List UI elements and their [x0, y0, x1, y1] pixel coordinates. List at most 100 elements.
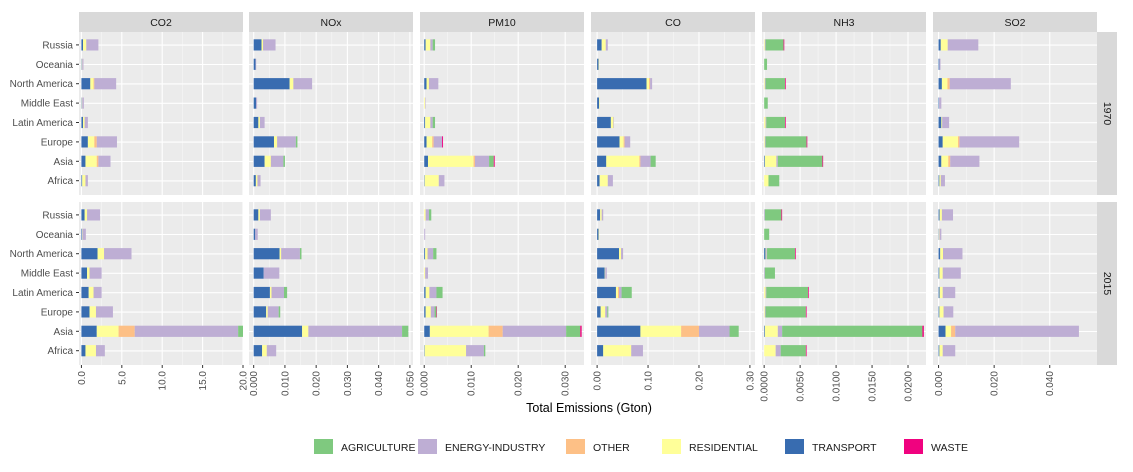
bar-nh3-1970-north-america-agriculture	[765, 78, 786, 90]
bar-nh3-2015-middle-east-energy-industry	[764, 267, 765, 279]
panel-bg-nox-2015	[249, 202, 413, 365]
bar-nh3-2015-africa-waste	[805, 345, 807, 357]
x-tick-label-nox: 0.040	[374, 371, 385, 396]
bar-nox-2015-africa-transport	[253, 345, 263, 357]
bar-nox-2015-oceania-energy-industry	[255, 228, 258, 240]
bar-co2-1970-europe-residential	[87, 136, 95, 148]
bar-nox-1970-asia-energy-industry	[270, 155, 284, 167]
bar-pm10-2015-north-america-residential	[425, 248, 428, 260]
bar-nox-1970-north-america-residential	[289, 78, 294, 90]
bar-so2-1970-asia-other	[948, 155, 951, 167]
bar-co-1970-middle-east-transport	[597, 97, 600, 109]
bar-pm10-1970-africa-residential	[424, 175, 439, 187]
bar-nh3-2015-oceania-agriculture	[764, 228, 770, 240]
bar-so2-1970-europe-energy-industry	[959, 136, 1020, 148]
bar-co-2015-asia-agriculture	[729, 325, 739, 337]
panel-bg-co2-1970	[79, 32, 243, 195]
bar-co-2015-latin-america-energy-industry	[619, 286, 622, 299]
x-tick-label-co: 0.20	[694, 371, 705, 391]
bar-nox-1970-russia-energy-industry	[263, 39, 276, 51]
bar-co-2015-middle-east-energy-industry	[605, 267, 607, 279]
x-tick-label-nh3: 0.0150	[868, 371, 879, 402]
bar-co2-1970-latin-america-transport	[81, 116, 84, 129]
panel-bg-so2-2015	[933, 202, 1097, 365]
bar-co-2015-russia-energy-industry	[601, 209, 604, 221]
bar-co-1970-africa-transport	[597, 175, 600, 187]
bar-nh3-2015-europe-residential	[764, 306, 765, 318]
bar-nox-2015-russia-energy-industry	[259, 209, 271, 221]
bar-nh3-2015-europe-agriculture	[765, 306, 806, 318]
legend-key-waste	[904, 439, 923, 454]
bar-pm10-1970-europe-waste	[442, 136, 444, 148]
bar-nox-2015-africa-energy-industry	[266, 345, 277, 357]
bar-nox-1970-north-america-energy-industry	[293, 78, 313, 90]
y-tick-label-latin-america: Latin America	[12, 288, 73, 299]
bar-co-2015-russia-residential	[600, 209, 602, 221]
bar-nox-1970-middle-east-energy-industry	[256, 97, 258, 109]
bar-co2-1970-africa-transport	[81, 175, 83, 187]
bar-nh3-1970-russia-waste	[783, 39, 785, 51]
bar-pm10-2015-latin-america-agriculture	[436, 286, 443, 299]
bar-so2-2015-europe-residential	[939, 306, 944, 318]
bar-nh3-2015-russia-agriculture	[764, 209, 782, 221]
bar-co-1970-europe-other	[623, 136, 625, 148]
legend-key-other	[566, 439, 585, 454]
bar-so2-1970-asia-transport	[938, 155, 942, 167]
y-tick-label-africa: Africa	[47, 176, 73, 187]
bar-co-1970-oceania-residential	[598, 58, 600, 70]
y-tick-label-latin-america: Latin America	[12, 118, 73, 129]
bar-co2-2015-oceania-energy-industry	[82, 228, 86, 240]
x-tick-label-nox: 0.000	[249, 371, 260, 396]
bar-co2-2015-asia-residential	[96, 325, 119, 337]
bar-nh3-2015-asia-waste	[922, 325, 924, 337]
bar-so2-2015-latin-america-residential	[939, 286, 943, 299]
bar-co2-2015-middle-east-transport	[81, 267, 88, 279]
x-tick-label-pm10: 0.030	[561, 371, 572, 396]
facet-label-so2: SO2	[1004, 17, 1025, 29]
bar-so2-2015-asia-other	[951, 325, 956, 337]
bar-co2-2015-north-america-residential	[97, 248, 105, 260]
bar-nox-1970-asia-agriculture	[283, 155, 285, 167]
bar-co-1970-europe-energy-industry	[624, 136, 631, 148]
bar-co-2015-north-america-energy-industry	[621, 248, 624, 260]
facet-label-co2: CO2	[150, 17, 172, 29]
bar-so2-1970-north-america-transport	[938, 78, 942, 90]
bar-co2-1970-north-america-residential	[90, 78, 94, 90]
bar-nh3-1970-russia-agriculture	[765, 39, 784, 51]
bar-pm10-1970-africa-energy-industry	[438, 175, 445, 187]
bar-pm10-1970-russia-residential	[425, 39, 431, 51]
bar-nh3-1970-africa-residential	[764, 175, 769, 187]
y-tick-label-europe: Europe	[41, 307, 74, 318]
bar-nox-2015-north-america-energy-industry	[281, 248, 300, 260]
bar-pm10-2015-asia-other	[488, 325, 503, 337]
bar-pm10-2015-middle-east-residential	[424, 267, 426, 279]
bar-co-2015-middle-east-transport	[597, 267, 605, 279]
bar-co2-2015-asia-transport	[81, 325, 97, 337]
bar-co-1970-north-america-energy-industry	[650, 78, 653, 90]
bar-co-1970-russia-residential	[601, 39, 606, 51]
bar-pm10-2015-africa-agriculture	[483, 345, 486, 357]
y-tick-label-oceania: Oceania	[36, 230, 74, 241]
bar-co-1970-oceania-transport	[597, 58, 599, 70]
bar-co2-1970-asia-energy-industry	[98, 155, 111, 167]
facet-strip-co	[591, 12, 755, 32]
bar-pm10-1970-asia-energy-industry	[474, 155, 490, 167]
bar-co2-2015-russia-transport	[81, 209, 85, 221]
bar-pm10-2015-latin-america-transport	[424, 286, 426, 299]
bar-nh3-2015-latin-america-energy-industry	[765, 286, 767, 299]
x-tick-label-pm10: 0.020	[514, 371, 525, 396]
bar-pm10-1970-russia-energy-industry	[430, 39, 433, 51]
bar-so2-2015-africa-residential	[939, 345, 943, 357]
bar-co-1970-asia-residential	[606, 155, 640, 167]
bar-co2-1970-asia-residential	[85, 155, 97, 167]
bar-nox-2015-europe-agriculture	[278, 306, 281, 318]
bar-pm10-2015-north-america-energy-industry	[427, 248, 434, 260]
bar-co2-1970-north-america-transport	[81, 78, 91, 90]
bar-co-1970-africa-residential	[599, 175, 608, 187]
bar-nh3-2015-north-america-transport	[764, 248, 766, 260]
bar-so2-2015-europe-transport	[938, 306, 940, 318]
facet-label-pm10: PM10	[488, 17, 516, 29]
bar-nox-2015-middle-east-energy-industry	[263, 267, 280, 279]
bar-nh3-1970-asia-residential	[764, 155, 777, 167]
bar-co2-2015-latin-america-transport	[81, 286, 89, 299]
